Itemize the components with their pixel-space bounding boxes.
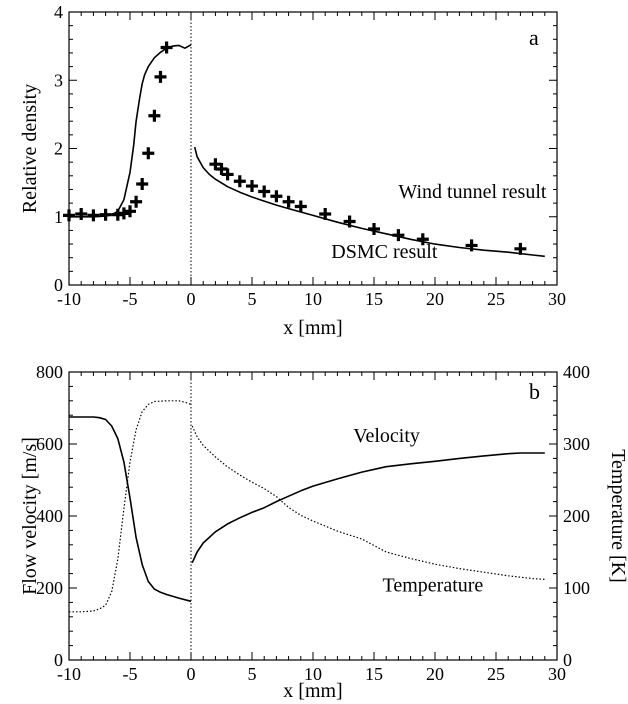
x-tick-label: -5 <box>123 664 138 684</box>
plot-frame <box>68 371 558 661</box>
series-wind-tunnel-result-marker <box>136 177 149 190</box>
series-wind-tunnel-result-marker <box>87 209 100 222</box>
series-wind-tunnel-result-marker <box>117 207 130 220</box>
y2-tick-label: 300 <box>563 434 590 454</box>
series-wind-tunnel-result-marker <box>148 109 161 122</box>
x-axis-label: x [mm] <box>283 680 342 702</box>
series-wind-tunnel-result-marker <box>465 239 478 252</box>
panel-a: -10 -5 0 5 10 15 20 25 30 0 1 2 3 4 a Wind tunnel resul… <box>19 2 566 339</box>
series-wind-tunnel-result-marker <box>130 195 143 208</box>
series-wind-tunnel-result-marker <box>368 223 380 236</box>
series-wind-tunnel-result-marker <box>75 208 88 221</box>
series-wind-tunnel-result-marker <box>221 168 234 181</box>
annotation-wind-tunnel-result: Wind tunnel result <box>398 181 547 203</box>
x-tick-label: 15 <box>365 289 383 309</box>
series-velocity-line <box>69 416 192 603</box>
series-wind-tunnel-result-marker <box>209 158 222 171</box>
series-wind-tunnel-result-marker <box>416 233 429 246</box>
x-axis-label: x [mm] <box>283 317 342 339</box>
series-wind-tunnel-result-marker <box>343 215 356 228</box>
y-tick-label: 3 <box>54 70 63 90</box>
x-tick-label: -10 <box>57 664 81 684</box>
series-temperature-line <box>69 400 192 613</box>
series-wind-tunnel-result-marker <box>233 175 246 188</box>
series-wind-tunnel-result-marker <box>215 162 228 175</box>
x-tick-label: 25 <box>487 289 505 309</box>
y-tick-label: 400 <box>36 506 63 526</box>
x-tick-label: 5 <box>248 664 257 684</box>
series-wind-tunnel-result-marker <box>258 185 271 198</box>
series-wind-tunnel-result-marker <box>142 147 155 160</box>
series-dsmc-result-line <box>69 44 192 218</box>
series-wind-tunnel-result-marker <box>294 200 307 213</box>
y-tick-label: 600 <box>36 434 63 454</box>
y-tick-label: 800 <box>36 362 63 382</box>
y-tick-label: 1 <box>54 207 63 227</box>
x-tick-label: -10 <box>57 289 81 309</box>
x-tick-label: -5 <box>123 289 138 309</box>
y2-tick-label: 0 <box>563 650 572 670</box>
series-wind-tunnel-result-marker <box>160 41 173 54</box>
x-tick-label: 30 <box>548 664 566 684</box>
y-tick-label: 0 <box>54 650 63 670</box>
series-wind-tunnel-result-marker <box>270 190 283 203</box>
x-tick-label: 25 <box>487 664 505 684</box>
x-tick-label: 0 <box>187 289 196 309</box>
plot-frame <box>68 11 558 286</box>
series-wind-tunnel-result-marker <box>514 242 527 255</box>
x-tick-label: 30 <box>548 289 566 309</box>
x-tick-label: 0 <box>187 664 196 684</box>
series-wind-tunnel-result-marker <box>319 208 332 221</box>
y2-tick-label: 200 <box>563 506 590 526</box>
series-wind-tunnel-result-marker <box>282 195 295 208</box>
series-wind-tunnel-result-marker <box>154 70 167 83</box>
series-wind-tunnel-result-marker <box>63 209 75 222</box>
series-wind-tunnel-result-marker <box>99 208 112 221</box>
x-tick-label: 20 <box>426 289 444 309</box>
series-wind-tunnel-result-marker <box>392 229 405 242</box>
y2-tick-label: 100 <box>563 578 590 598</box>
annotation-dsmc-result: DSMC result <box>331 241 438 263</box>
y-tick-label: 2 <box>54 139 63 159</box>
series-wind-tunnel-result-marker <box>246 180 258 193</box>
y-axis-label: Relative density <box>19 84 41 213</box>
y2-axis-label: Temperature [K] <box>607 449 628 583</box>
x-tick-label: 20 <box>426 664 444 684</box>
series-wind-tunnel-result-marker <box>124 205 136 218</box>
x-tick-label: 5 <box>248 289 257 309</box>
panel-letter: a <box>529 25 539 50</box>
series-velocity-line <box>191 452 545 564</box>
annotation-temperature: Temperature <box>383 574 484 596</box>
panel-b: -10 -5 0 5 10 15 20 25 3002004006008000100200300… <box>19 362 628 702</box>
y-axis-label: Flow velocity [m/s] <box>19 437 41 595</box>
y2-tick-label: 400 <box>563 362 590 382</box>
annotation-velocity: Velocity <box>353 425 420 447</box>
x-tick-label: 15 <box>365 664 383 684</box>
panel-letter: b <box>529 379 540 404</box>
series-temperature-line <box>191 425 545 580</box>
y-tick-label: 4 <box>54 2 63 22</box>
x-tick-label: 10 <box>304 289 322 309</box>
y-tick-label: 200 <box>36 578 63 598</box>
y-tick-label: 0 <box>54 275 63 295</box>
x-tick-label: 10 <box>304 664 322 684</box>
